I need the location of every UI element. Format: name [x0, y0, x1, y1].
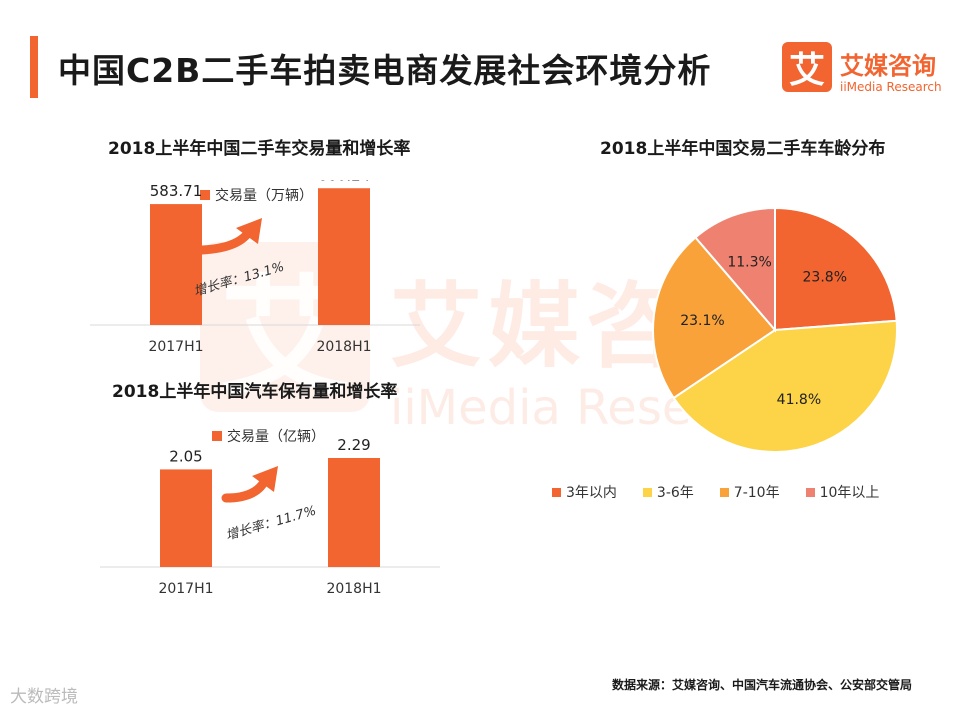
page-title: 中国C2B二手车拍卖电商发展社会环境分析: [58, 51, 712, 90]
chart1-legend-swatch: [200, 190, 210, 200]
bar: [318, 188, 370, 325]
legend-label: 3-6年: [656, 485, 694, 501]
pie-slice: [672, 319, 898, 453]
chart3-legend-item: 3年以内: [552, 482, 617, 502]
chart1-bar-chart: 583.71 2017H1 660.24 2018H1 增长率：13.1%: [90, 180, 420, 355]
x-tick-label: 2017H1: [158, 581, 213, 597]
title-accent-bar: [30, 36, 38, 98]
bar-value-label: 2.05: [169, 447, 202, 465]
bar: [160, 469, 212, 567]
footer-brand: 大数跨境: [10, 687, 78, 707]
legend-label: 7-10年: [733, 485, 780, 501]
pie-slice: [774, 206, 898, 332]
legend-swatch: [719, 487, 729, 497]
logo-mark-icon: 艾: [782, 42, 832, 92]
x-tick-label: 2018H1: [326, 581, 381, 597]
chart3-legend-item: 7-10年: [719, 482, 780, 502]
chart2-legend-swatch: [212, 431, 222, 441]
x-tick-label: 2018H1: [316, 339, 371, 355]
growth-arrow-shaft: [197, 225, 255, 255]
chart3-pie-chart: 23.8% 41.8% 23.1% 11.3%: [652, 206, 898, 453]
growth-rate-annotation: 增长率：13.1%: [192, 259, 286, 300]
bar-value-label: 583.71: [150, 182, 203, 200]
growth-arrow: [197, 218, 262, 255]
legend-label: 10年以上: [819, 485, 880, 501]
legend-swatch: [805, 487, 815, 497]
chart3-legend-item: 10年以上: [805, 482, 880, 502]
chart1-title: 2018上半年中国二手车交易量和增长率: [108, 139, 411, 159]
bar-value-label: 660.24: [318, 180, 371, 184]
logo-name-cn: 艾媒咨询: [840, 52, 936, 80]
chart1-legend-label: 交易量（万辆）: [215, 188, 313, 204]
chart3-title: 2018上半年中国交易二手车车龄分布: [600, 139, 886, 159]
pie-slice: [652, 236, 777, 400]
chart2-legend-label: 交易量（亿辆）: [227, 429, 325, 445]
chart3-legend-item: 3-6年: [642, 482, 694, 502]
growth-arrow: [221, 466, 278, 503]
pie-value-label: 41.8%: [777, 392, 821, 408]
logo-name-en: iiMedia Research: [840, 80, 942, 94]
pie-value-label: 11.3%: [727, 254, 771, 270]
bar: [150, 204, 202, 325]
growth-rate-annotation: 增长率：11.7%: [224, 503, 318, 544]
bar: [328, 457, 380, 567]
brand-logo: 艾 艾媒咨询 iiMedia Research: [782, 40, 942, 102]
legend-swatch: [642, 487, 652, 497]
legend-label: 3年以内: [566, 485, 617, 501]
chart3-legend: 3年以内 3-6年 7-10年 10年以上: [552, 482, 879, 502]
legend-swatch: [552, 487, 561, 497]
chart2-bar-chart: 2.05 2017H1 2.29 2018H1 增长率：11.7%: [100, 436, 440, 597]
data-source-note: 数据来源：艾媒咨询、中国汽车流通协会、公安部交管局: [612, 678, 913, 692]
bar-value-label: 2.29: [337, 436, 370, 454]
pie-value-label: 23.1%: [680, 313, 724, 329]
growth-arrow-head: [252, 466, 278, 492]
chart1-legend: 交易量（万辆）: [200, 185, 313, 205]
pie-slice: [694, 206, 776, 333]
growth-arrow-head: [236, 218, 262, 244]
chart2-legend: 交易量（亿辆）: [212, 426, 325, 446]
pie-value-label: 23.8%: [803, 269, 847, 285]
chart2-title: 2018上半年中国汽车保有量和增长率: [112, 382, 398, 402]
x-tick-label: 2017H1: [148, 339, 203, 355]
